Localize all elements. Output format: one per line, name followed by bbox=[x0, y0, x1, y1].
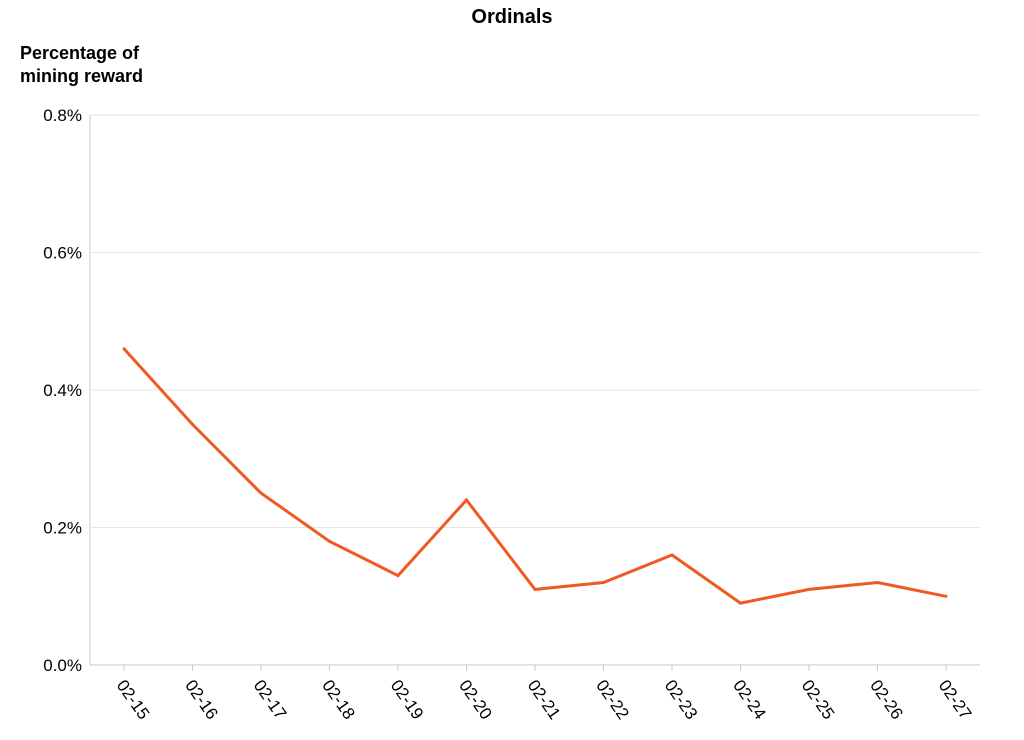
data-point bbox=[191, 422, 194, 426]
y-tick-label: 0.0% bbox=[43, 656, 82, 675]
x-tick-label: 02-17 bbox=[250, 676, 291, 723]
y-tick-label: 0.4% bbox=[43, 381, 82, 400]
x-tick-label: 02-25 bbox=[798, 676, 839, 723]
x-tick-label: 02-19 bbox=[387, 676, 428, 723]
x-tick-label: 02-27 bbox=[935, 676, 976, 723]
y-tick-label: 0.2% bbox=[43, 519, 82, 538]
data-point bbox=[670, 553, 674, 557]
data-point bbox=[944, 594, 948, 598]
x-tick-label: 02-21 bbox=[524, 676, 565, 723]
x-tick-label: 02-24 bbox=[729, 676, 770, 723]
data-point bbox=[259, 491, 263, 495]
data-point bbox=[602, 581, 605, 584]
axes bbox=[89, 115, 980, 671]
gridlines bbox=[90, 114, 980, 528]
data-point bbox=[122, 347, 126, 351]
data-point bbox=[465, 498, 468, 502]
x-tick-label: 02-18 bbox=[318, 676, 359, 723]
y-tick-label: 0.8% bbox=[43, 106, 82, 125]
x-tick-label: 02-20 bbox=[455, 676, 496, 723]
data-point bbox=[739, 601, 742, 605]
x-tick-label: 02-22 bbox=[592, 676, 633, 723]
chart-title: Ordinals bbox=[471, 6, 553, 28]
series-line bbox=[122, 347, 947, 605]
x-tick-label: 02-16 bbox=[181, 676, 222, 723]
y-axis-label: Percentage of mining reward bbox=[20, 43, 144, 86]
x-tick-label: 02-23 bbox=[661, 676, 702, 723]
y-tick-label: 0.6% bbox=[43, 244, 82, 263]
data-point bbox=[396, 574, 400, 578]
data-point bbox=[807, 587, 811, 591]
data-point bbox=[876, 581, 879, 584]
data-point bbox=[328, 539, 331, 543]
x-tick-label: 02-15 bbox=[113, 676, 154, 723]
x-tick-label: 02-26 bbox=[866, 676, 907, 723]
data-point bbox=[533, 587, 537, 591]
series-layer bbox=[122, 347, 948, 605]
